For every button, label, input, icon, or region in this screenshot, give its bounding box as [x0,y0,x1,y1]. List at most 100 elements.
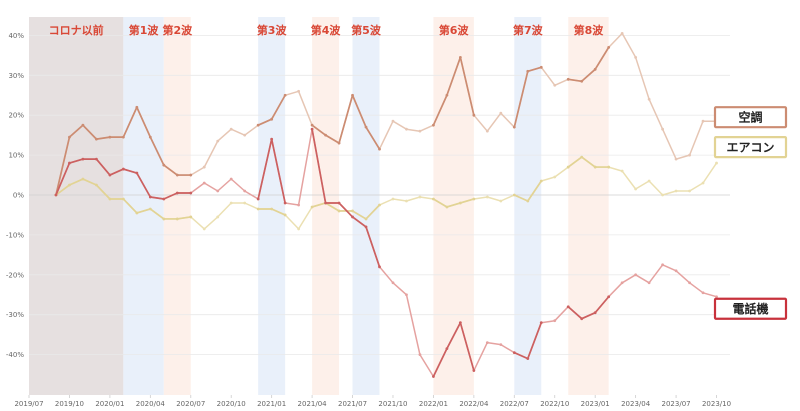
y-tick-label: 0% [13,192,24,200]
data-point-空調 [297,89,301,93]
data-point-エアコン [485,195,489,199]
data-point-電話機 [458,321,462,325]
data-point-電話機 [391,281,395,285]
data-point-エアコン [445,205,449,209]
series-segment-空調 [351,94,367,129]
data-point-エアコン [81,177,85,181]
wave-label: 第3波 [257,23,288,37]
data-point-エアコン [539,179,543,183]
data-point-電話機 [566,305,570,309]
series-segment-空調 [135,106,152,138]
data-point-エアコン [405,199,408,203]
data-point-エアコン [283,213,287,217]
series-segment-電話機 [432,347,448,378]
data-point-空調 [364,125,368,129]
series-segment-電話機 [270,138,286,204]
wave-label: 第8波 [574,23,605,37]
data-point-エアコン [607,165,611,169]
data-point-電話機 [485,341,489,345]
data-point-エアコン [512,193,516,197]
series-segment-電話機 [109,168,125,176]
data-point-電話機 [189,191,193,195]
data-point-電話機 [674,269,678,273]
series-segment-エアコン [365,204,381,220]
data-point-エアコン [499,199,503,203]
data-point-エアコン [580,155,584,159]
series-segment-空調 [149,136,165,166]
series-lines [54,32,718,378]
data-point-エアコン [202,227,206,231]
series-segment-電話機 [526,321,543,360]
data-point-空調 [458,55,462,59]
data-point-空調 [283,93,287,97]
gridlines [29,35,730,356]
series-segment-空調 [82,124,98,140]
shaded-period-band [29,17,124,395]
data-point-空調 [216,139,220,143]
x-tick-label: 2019/10 [55,400,84,408]
data-point-電話機 [526,357,530,360]
x-tick-label: 2020/10 [217,400,246,408]
wave-label: 第7波 [513,23,544,37]
y-tick-label: -10% [6,231,24,239]
data-point-空調 [378,147,381,151]
data-point-エアコン [337,209,341,213]
series-segment-エアコン [526,180,543,202]
shaded-periods [29,17,609,395]
data-point-電話機 [162,197,166,201]
series-segment-空調 [446,56,462,97]
data-point-空調 [405,127,408,131]
legend-box [713,136,788,159]
data-point-電話機 [553,319,557,323]
data-point-エアコン [243,201,247,205]
series-segment-電話機 [311,128,327,204]
series-segment-エアコン [311,202,327,208]
legend-label: 電話機 [732,301,768,316]
data-point-電話機 [283,201,287,205]
series-segment-エアコン [122,198,138,214]
data-point-電話機 [607,295,611,299]
data-point-電話機 [472,369,476,372]
data-point-電話機 [121,167,125,171]
data-point-エアコン [270,207,274,211]
series-segment-エアコン [446,202,462,208]
data-point-エアコン [68,183,71,187]
series-segment-電話機 [365,226,381,268]
x-tick-label: 2023/04 [621,400,651,408]
series-segment-空調 [513,70,529,129]
data-point-空調 [688,153,691,157]
series-segment-空調 [162,164,179,176]
y-tick-label: 10% [8,152,24,160]
data-point-空調 [647,97,651,101]
series-segment-電話機 [162,192,179,200]
series-segment-電話機 [459,321,475,372]
data-point-エアコン [620,169,624,173]
data-point-電話機 [81,157,85,161]
series-segment-空調 [567,78,583,83]
data-point-空調 [485,129,489,133]
data-point-空調 [95,137,98,141]
data-point-空調 [256,123,260,127]
data-point-エアコン [297,227,301,231]
data-point-エアコン [175,217,179,221]
series-segment-空調 [55,136,71,196]
data-point-電話機 [432,375,435,378]
data-point-電話機 [499,343,503,347]
wave-label: コロナ以前 [49,23,104,37]
data-point-電話機 [148,195,152,199]
data-point-エアコン [216,215,220,219]
series-segment-エアコン [82,178,98,186]
data-point-空調 [593,67,597,71]
series-segment-空調 [432,94,448,127]
x-tick-label: 2020/01 [95,400,124,408]
series-segment-エアコン [567,156,583,168]
x-tick-label: 2021/10 [378,400,407,408]
legend-box [713,106,788,129]
data-point-エアコン [256,207,260,211]
wave-label: 第5波 [351,23,382,37]
data-point-エアコン [566,165,570,169]
y-tick-label: 40% [8,32,24,40]
y-tick-label: 20% [8,112,24,120]
series-segment-電話機 [351,216,367,228]
